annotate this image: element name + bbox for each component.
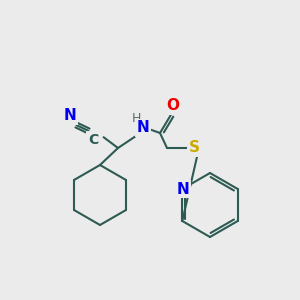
Text: N: N xyxy=(177,182,190,196)
Text: C: C xyxy=(88,133,98,147)
Text: H: H xyxy=(131,112,141,124)
Text: S: S xyxy=(188,140,200,155)
Text: O: O xyxy=(167,98,179,113)
Text: N: N xyxy=(136,121,149,136)
Text: N: N xyxy=(64,109,76,124)
